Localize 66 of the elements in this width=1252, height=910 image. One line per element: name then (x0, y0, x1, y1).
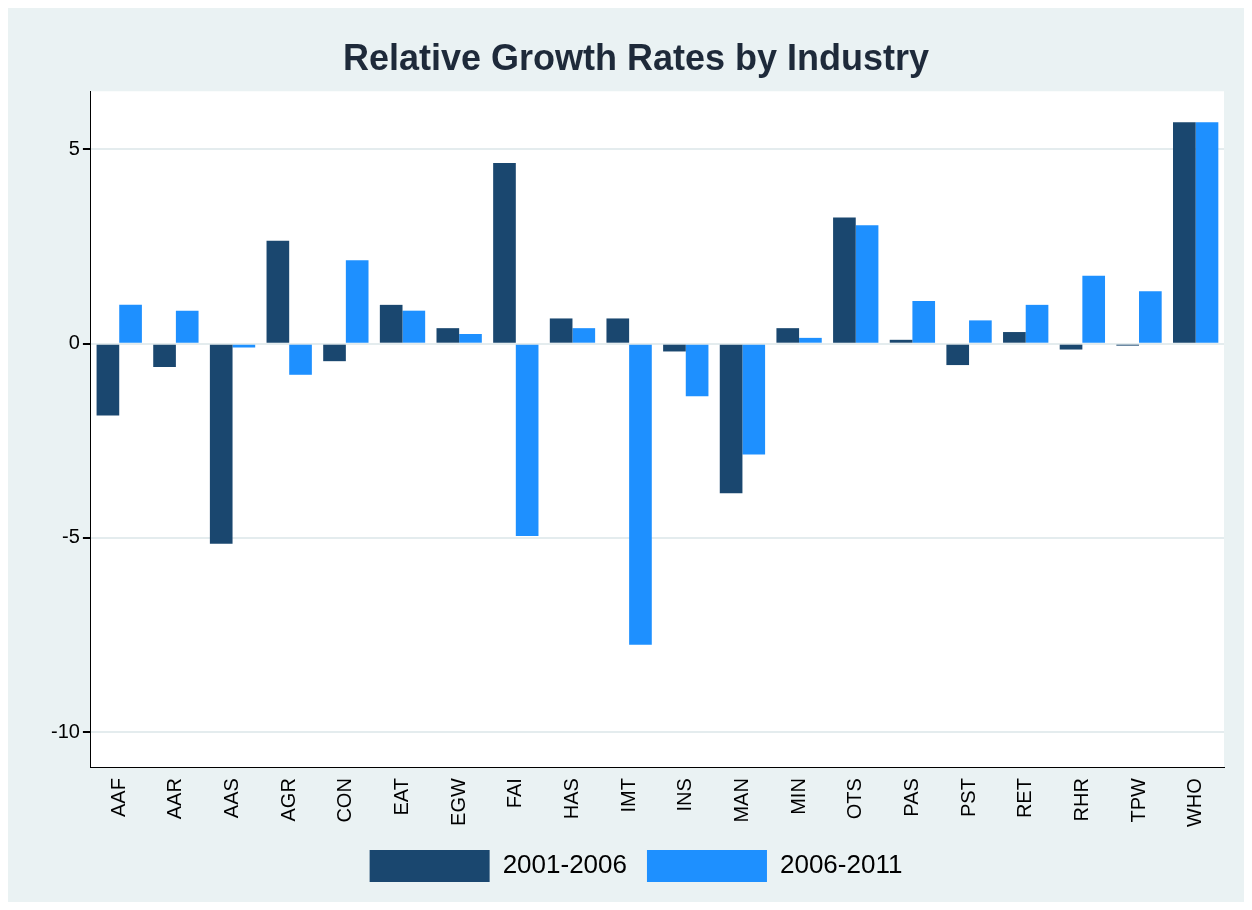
bar (119, 304, 142, 343)
chart-title: Relative Growth Rates by Industry (342, 36, 930, 78)
x-tick-label: AAR (163, 778, 186, 820)
bar (1059, 344, 1083, 350)
bar (799, 337, 822, 343)
bar (459, 333, 482, 343)
bar (232, 344, 256, 348)
x-tick-label: CON (333, 778, 356, 823)
x-tick-label: PAS (899, 778, 922, 817)
bar (1082, 275, 1106, 343)
bar (153, 344, 176, 368)
y-tick-label: -5 (62, 525, 80, 548)
bar (1025, 304, 1049, 343)
x-tick-label: AAF (106, 778, 129, 818)
y-tick-label: -10 (51, 719, 80, 742)
bar (1003, 332, 1026, 343)
bar (719, 344, 743, 494)
bar (572, 328, 596, 343)
bar (742, 344, 766, 455)
bar (776, 328, 800, 343)
bar (1195, 122, 1219, 343)
bar (606, 318, 630, 343)
x-tick-label: FAI (503, 778, 526, 809)
bar (685, 344, 709, 397)
bar (402, 310, 426, 343)
legend-label: 2006-2011 (779, 849, 903, 880)
y-tick-label: 0 (68, 331, 80, 354)
x-tick-label: IMT (616, 778, 639, 813)
bar (1173, 122, 1196, 343)
legend-label: 2001-2006 (502, 849, 627, 880)
x-tick-label: TPW (1126, 778, 1149, 823)
bar (345, 260, 369, 343)
bar (1139, 291, 1162, 343)
bar (96, 344, 120, 416)
bar (175, 310, 199, 343)
bar (663, 344, 686, 352)
x-tick-label: PST (956, 778, 979, 818)
bar (289, 344, 312, 375)
bar (515, 344, 539, 536)
x-tick-label: AAS (220, 778, 243, 819)
x-tick-label: RET (1013, 778, 1036, 819)
bar (493, 163, 516, 343)
bar (323, 344, 346, 362)
x-tick-label: MIN (786, 778, 809, 815)
bar (629, 344, 652, 645)
bar (946, 344, 970, 366)
x-tick-label: OTS (843, 778, 866, 820)
x-tick-label: EGW (446, 778, 469, 826)
x-tick-label: WHO (1183, 778, 1206, 828)
bar (912, 300, 936, 343)
x-tick-label: MAN (729, 778, 752, 823)
x-tick-label: EAT (390, 778, 413, 816)
x-tick-label: AGR (276, 778, 299, 822)
bar (379, 304, 403, 343)
bar (969, 320, 992, 343)
bar (209, 344, 233, 544)
bar (833, 217, 856, 343)
bar (436, 328, 460, 343)
bar (266, 240, 290, 343)
bar (549, 318, 573, 343)
x-tick-label: INS (673, 778, 696, 812)
bar (889, 339, 913, 343)
y-tick-label: 5 (68, 136, 80, 159)
x-tick-label: HAS (559, 778, 582, 820)
x-tick-label: RHR (1069, 778, 1092, 822)
bar (855, 225, 879, 343)
